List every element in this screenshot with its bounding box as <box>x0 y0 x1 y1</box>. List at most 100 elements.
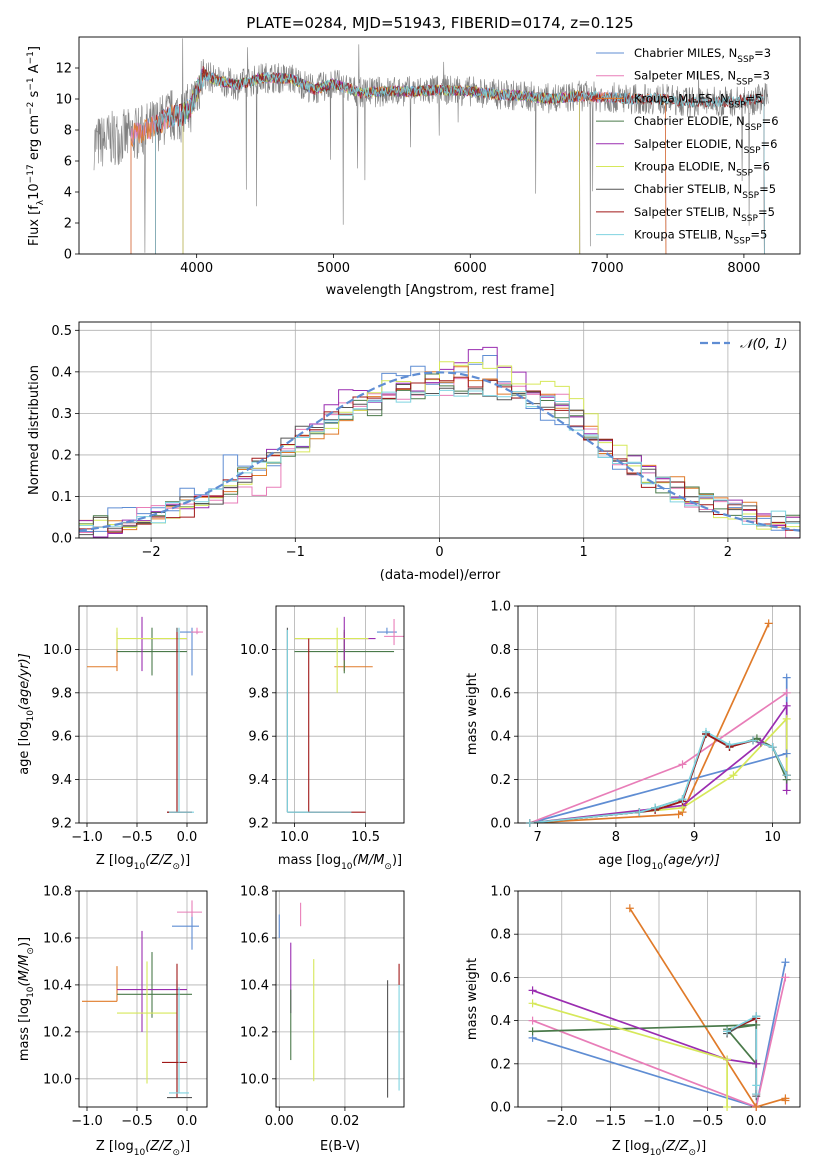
x-tick-label: −2 <box>142 545 161 560</box>
label-part: 10 <box>134 1148 146 1158</box>
mass-weight-marker <box>678 760 687 769</box>
y-tick-label: 10.2 <box>240 1025 269 1040</box>
label-part: ⊙ <box>172 1148 180 1158</box>
label-part: (Z/Z <box>145 853 173 868</box>
x-tick-label: 5000 <box>317 261 350 276</box>
axes-frame <box>78 605 208 824</box>
y-axis-label: Flux [fλ10−17 erg cm−2 s−1 A−1] <box>26 46 46 246</box>
mass-weight-marker <box>528 1027 537 1036</box>
x-tick-label: 0.0 <box>177 1114 198 1129</box>
mass-weight-marker <box>528 999 537 1008</box>
x-tick-label: −0.5 <box>692 1114 724 1129</box>
model-spectrum <box>182 70 581 254</box>
x-tick-label: −2.0 <box>546 1114 578 1129</box>
mass-weight-line <box>532 962 787 1107</box>
y-tick-label: 10.4 <box>240 978 269 993</box>
label-part: )] <box>180 853 190 868</box>
legend-entry: Salpeter MILES, NSSP=3 <box>634 69 770 88</box>
label-part: SSP <box>745 123 762 133</box>
mass-weight-marker <box>651 803 660 812</box>
mass-weight-marker <box>525 819 534 827</box>
label-part: ⊙ <box>384 862 392 872</box>
x-tick-label: −1.0 <box>71 1114 103 1129</box>
y-tick-label: 0.1 <box>51 490 72 505</box>
mass-weight-marker <box>782 749 791 758</box>
y-tick-label: 2 <box>64 217 72 232</box>
mass-weight-marker <box>752 1090 761 1099</box>
plot-area <box>532 907 787 1107</box>
legend-entry: Salpeter ELODIE, NSSP=6 <box>634 137 777 156</box>
legend-entry: Chabrier ELODIE, NSSP=6 <box>634 114 779 133</box>
x-axis-label: age [log10(age/yr)] <box>598 853 720 872</box>
x-tick-label: 1 <box>580 545 588 560</box>
label-part: Chabrier MILES, N <box>634 46 737 60</box>
label-part: Chabrier ELODIE, N <box>634 114 745 128</box>
legend-entry: Salpeter STELIB, NSSP=5 <box>634 205 775 224</box>
x-axis-label: wavelength [Angstrom, rest frame] <box>326 283 555 298</box>
y-tick-label: 6 <box>64 155 72 170</box>
x-tick-label: 2 <box>724 545 732 560</box>
label-part: −1 <box>26 77 36 90</box>
histogram-panel: −2 −1 0 1 2 0.0 0.1 0.2 0.3 0.4 0.5 <box>51 321 801 560</box>
mass-weight-line <box>532 977 787 1107</box>
y-tick-label: 0.3 <box>51 407 72 422</box>
x-axis-label: (data-model)/error <box>380 568 501 583</box>
plot-area <box>278 902 400 1098</box>
label-part: A <box>27 64 42 77</box>
label-part: =5 <box>745 91 762 105</box>
label-part: SSP <box>729 100 746 110</box>
label-part: −17 <box>26 164 36 183</box>
age-metallicity-panel: −1.0 −0.5 0.0 9.2 9.4 9.6 9.8 10.0 <box>43 605 208 845</box>
x-tick-label: 10 <box>764 830 781 845</box>
label-part: =6 <box>761 137 778 151</box>
label-part: SSP <box>737 55 754 65</box>
x-tick-label: 0.0 <box>746 1114 767 1129</box>
mass-weight-marker <box>752 1059 761 1068</box>
label-part: mass [log <box>278 853 341 868</box>
y-tick-label: 8 <box>64 124 72 139</box>
x-tick-label: 0 <box>435 545 443 560</box>
x-tick-label: 8000 <box>727 261 760 276</box>
label-part: λ <box>36 199 46 205</box>
label-part: 10 <box>27 183 42 200</box>
y-tick-label: 9.4 <box>51 773 72 788</box>
label-part: 10 <box>651 862 663 872</box>
y-axis-label: mass [log10(M/M⊙)] <box>17 937 36 1061</box>
y-tick-label: 0.8 <box>490 643 511 658</box>
y-tick-label: 0.4 <box>490 1014 511 1029</box>
label-part: ⊙ <box>172 862 180 872</box>
y-tick-label: 1.0 <box>490 885 511 900</box>
label-part: 10 <box>341 862 353 872</box>
y-axis-label: mass weight <box>465 673 480 755</box>
model-spectrum <box>155 69 765 254</box>
y-tick-label: 0.0 <box>51 532 72 547</box>
label-part: SSP <box>741 214 758 224</box>
label-part: Kroupa STELIB, N <box>634 228 734 242</box>
label-part: )] <box>17 937 32 947</box>
y-tick-label: 12 <box>55 62 72 77</box>
mass-weight-marker <box>781 973 790 982</box>
y-axis-label: Normed distribution <box>27 365 42 495</box>
label-part: 10 <box>26 710 36 722</box>
mass-weight-marker <box>764 619 773 628</box>
label-part: −1 <box>26 51 36 64</box>
x-tick-label: 0.02 <box>330 1114 359 1129</box>
histogram-series <box>79 361 800 530</box>
label-part: (M/M <box>353 853 385 868</box>
plot-area <box>79 346 800 538</box>
y-tick-label: 0.8 <box>490 928 511 943</box>
label-part: SSP <box>744 146 761 156</box>
y-tick-label: 10.6 <box>43 931 72 946</box>
label-part: Z [log <box>96 1139 134 1154</box>
label-part: SSP <box>736 78 753 88</box>
y-tick-label: 0.0 <box>490 817 511 832</box>
label-part: Flux [f <box>27 205 42 246</box>
y-tick-label: 9.4 <box>248 773 269 788</box>
mass-weight-line <box>726 1014 758 1094</box>
label-part: erg cm <box>27 115 42 164</box>
weight-age-panel: 7 8 9 10 0.0 0.2 0.4 0.6 0.8 1.0 <box>490 600 801 845</box>
label-part: ⊙ <box>688 1148 696 1158</box>
x-tick-label: 8 <box>612 830 620 845</box>
legend-entry: Chabrier STELIB, NSSP=5 <box>634 182 776 201</box>
age-mass-panel: 10.0 10.5 9.2 9.4 9.6 9.8 10.0 <box>240 605 405 845</box>
